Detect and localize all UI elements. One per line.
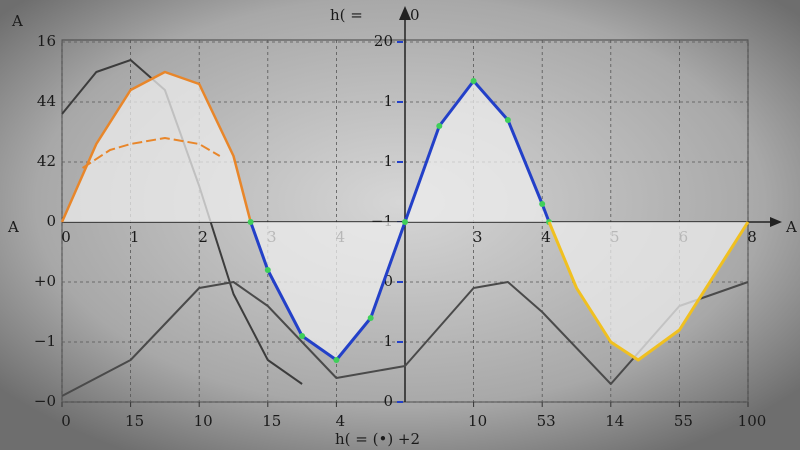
x2-tick-label: 4 <box>336 412 346 430</box>
x2-tick-label: 10 <box>194 412 213 430</box>
annotation: A <box>11 12 23 30</box>
point <box>247 219 254 225</box>
point <box>367 315 374 321</box>
x-tick-label: 3 <box>473 228 483 246</box>
x-tick-label: 8 <box>747 228 757 246</box>
line <box>61 281 749 397</box>
x2-tick-label: 100 <box>738 412 767 430</box>
point <box>402 219 408 225</box>
chart-title-suffix: 0 <box>410 6 420 24</box>
x-axis-arrow <box>770 217 782 227</box>
y-tick-label: 42 <box>37 152 56 170</box>
line <box>82 137 221 169</box>
area <box>62 72 251 222</box>
x2-tick-label: 14 <box>605 412 624 430</box>
x2-tick-label: 15 <box>125 412 144 430</box>
area <box>250 81 550 360</box>
x2-tick-label: 53 <box>537 412 556 430</box>
point <box>470 78 477 84</box>
annotation: A <box>7 218 19 236</box>
point <box>264 267 271 273</box>
x-tick-label: 2 <box>198 228 208 246</box>
x2-tick-label: 0 <box>61 412 71 430</box>
x-tick-label: 4 <box>541 228 551 246</box>
y2-tick-label: 0 <box>383 272 393 290</box>
point <box>333 357 340 363</box>
point <box>539 201 546 207</box>
y2-tick-label: 20 <box>374 32 393 50</box>
x2-tick-label: 10 <box>468 412 487 430</box>
y-tick-label: 0 <box>46 212 56 230</box>
point <box>504 117 511 123</box>
y2-tick-label: 0 <box>383 392 393 410</box>
annotation: A <box>785 218 797 236</box>
x-tick-label: 1 <box>130 228 140 246</box>
x-axis-label: h( = (•) +2 <box>335 430 420 448</box>
x2-tick-label: 15 <box>262 412 281 430</box>
y-tick-label: 44 <box>37 92 56 110</box>
y-tick-label: 16 <box>37 32 56 50</box>
line <box>547 221 750 362</box>
x2-tick-label: 55 <box>674 412 693 430</box>
area <box>549 222 748 360</box>
y2-tick-label: 1 <box>383 152 393 170</box>
y-tick-label: −0 <box>34 392 56 410</box>
point <box>299 333 306 339</box>
line <box>60 70 252 223</box>
y-tick-label: +0 <box>34 272 56 290</box>
chart-title: h( = <box>330 6 363 24</box>
x-tick-label: 0 <box>61 228 71 246</box>
y2-tick-label: 1 <box>383 92 393 110</box>
y-axis-arrow <box>399 6 411 20</box>
point <box>436 123 443 129</box>
y-tick-label: −1 <box>34 332 56 350</box>
y2-tick-label: 1 <box>383 332 393 350</box>
